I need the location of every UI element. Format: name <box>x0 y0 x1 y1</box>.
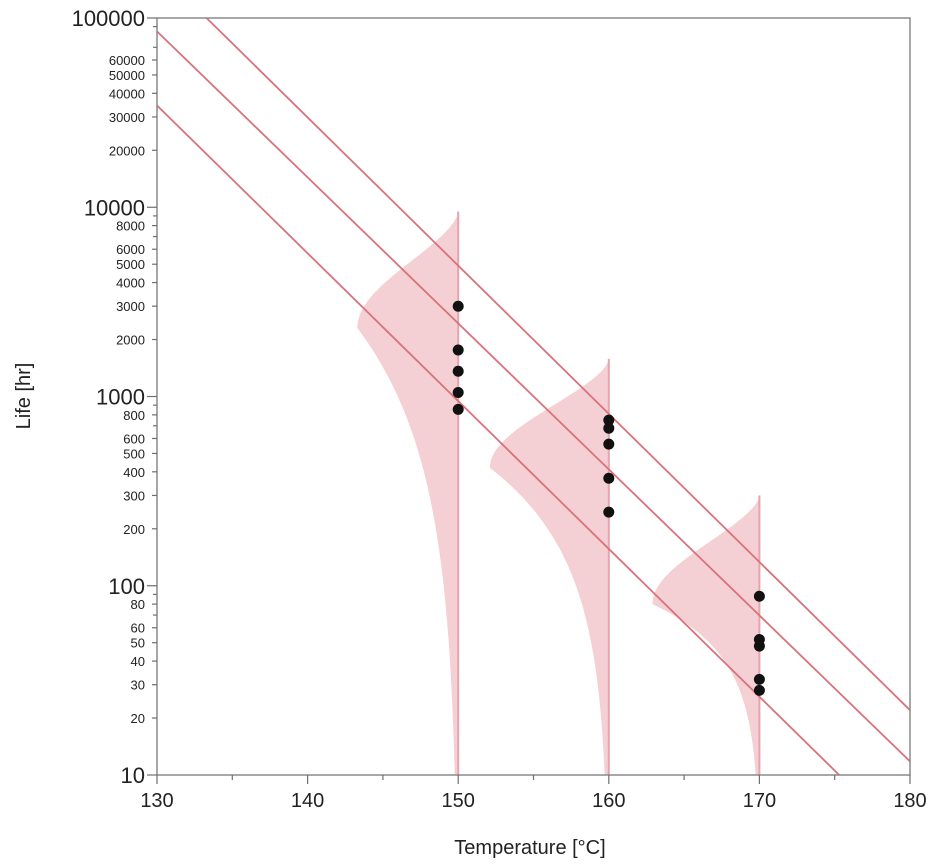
y-tick-label: 2000 <box>116 333 145 348</box>
y-tick-label: 60 <box>131 621 145 636</box>
data-point <box>452 365 464 377</box>
x-tick-label: 140 <box>291 790 324 812</box>
fit-lines <box>157 18 910 775</box>
y-tick-label: 5000 <box>116 257 145 272</box>
y-tick-label: 600 <box>123 431 145 446</box>
y-tick-label: 10 <box>121 763 145 788</box>
y-tick-label: 30000 <box>109 110 145 125</box>
y-axis-title: Life [hr] <box>13 363 35 430</box>
y-tick-label: 6000 <box>116 242 145 257</box>
data-point <box>452 344 464 356</box>
y-tick-label: 20000 <box>109 143 145 158</box>
y-tick-label: 80 <box>131 597 145 612</box>
y-tick-label: 60000 <box>109 53 145 68</box>
y-tick-label: 300 <box>123 488 145 503</box>
data-point <box>753 640 765 652</box>
data-point <box>452 386 464 398</box>
density-shape-160 <box>489 358 609 775</box>
x-tick-label: 150 <box>442 790 475 812</box>
fit-line-1 <box>205 18 910 711</box>
x-axis-title: Temperature [°C] <box>454 837 605 859</box>
density-shape-150 <box>357 211 459 775</box>
x-axis: 130 140 150 160 170 180 <box>140 775 927 812</box>
data-point <box>452 403 464 415</box>
y-tick-label: 100 <box>108 574 145 599</box>
y-tick-label: 50 <box>131 636 145 651</box>
y-tick-label: 800 <box>123 408 145 423</box>
y-tick-label: 30 <box>131 678 145 693</box>
y-tick-label: 20 <box>131 711 145 726</box>
y-tick-label: 4000 <box>116 276 145 291</box>
density-shape-170 <box>652 495 760 775</box>
density-layer <box>357 211 761 775</box>
y-tick-label: 500 <box>123 446 145 461</box>
data-point <box>753 590 765 602</box>
data-point <box>603 438 615 450</box>
data-point <box>603 506 615 518</box>
y-tick-label: 8000 <box>116 219 145 234</box>
y-tick-label: 100000 <box>72 6 145 31</box>
y-tick-label: 1000 <box>96 385 145 410</box>
fit-line-2 <box>157 30 910 763</box>
y-tick-label: 400 <box>123 465 145 480</box>
y-tick-label: 40000 <box>109 86 145 101</box>
x-tick-label: 160 <box>592 790 625 812</box>
fit-line-3 <box>157 104 840 775</box>
data-points <box>452 300 765 696</box>
x-tick-label: 130 <box>140 790 173 812</box>
data-point <box>753 684 765 696</box>
data-point <box>603 472 615 484</box>
y-tick-label: 50000 <box>109 68 145 83</box>
y-tick-label: 10000 <box>84 195 145 220</box>
y-tick-label: 200 <box>123 522 145 537</box>
x-tick-label: 180 <box>893 790 926 812</box>
y-tick-label: 40 <box>131 654 145 669</box>
y-tick-label: 3000 <box>116 299 145 314</box>
x-tick-label: 170 <box>743 790 776 812</box>
data-point <box>603 422 615 434</box>
data-point <box>452 300 464 312</box>
data-point <box>603 414 615 426</box>
data-point <box>753 673 765 685</box>
